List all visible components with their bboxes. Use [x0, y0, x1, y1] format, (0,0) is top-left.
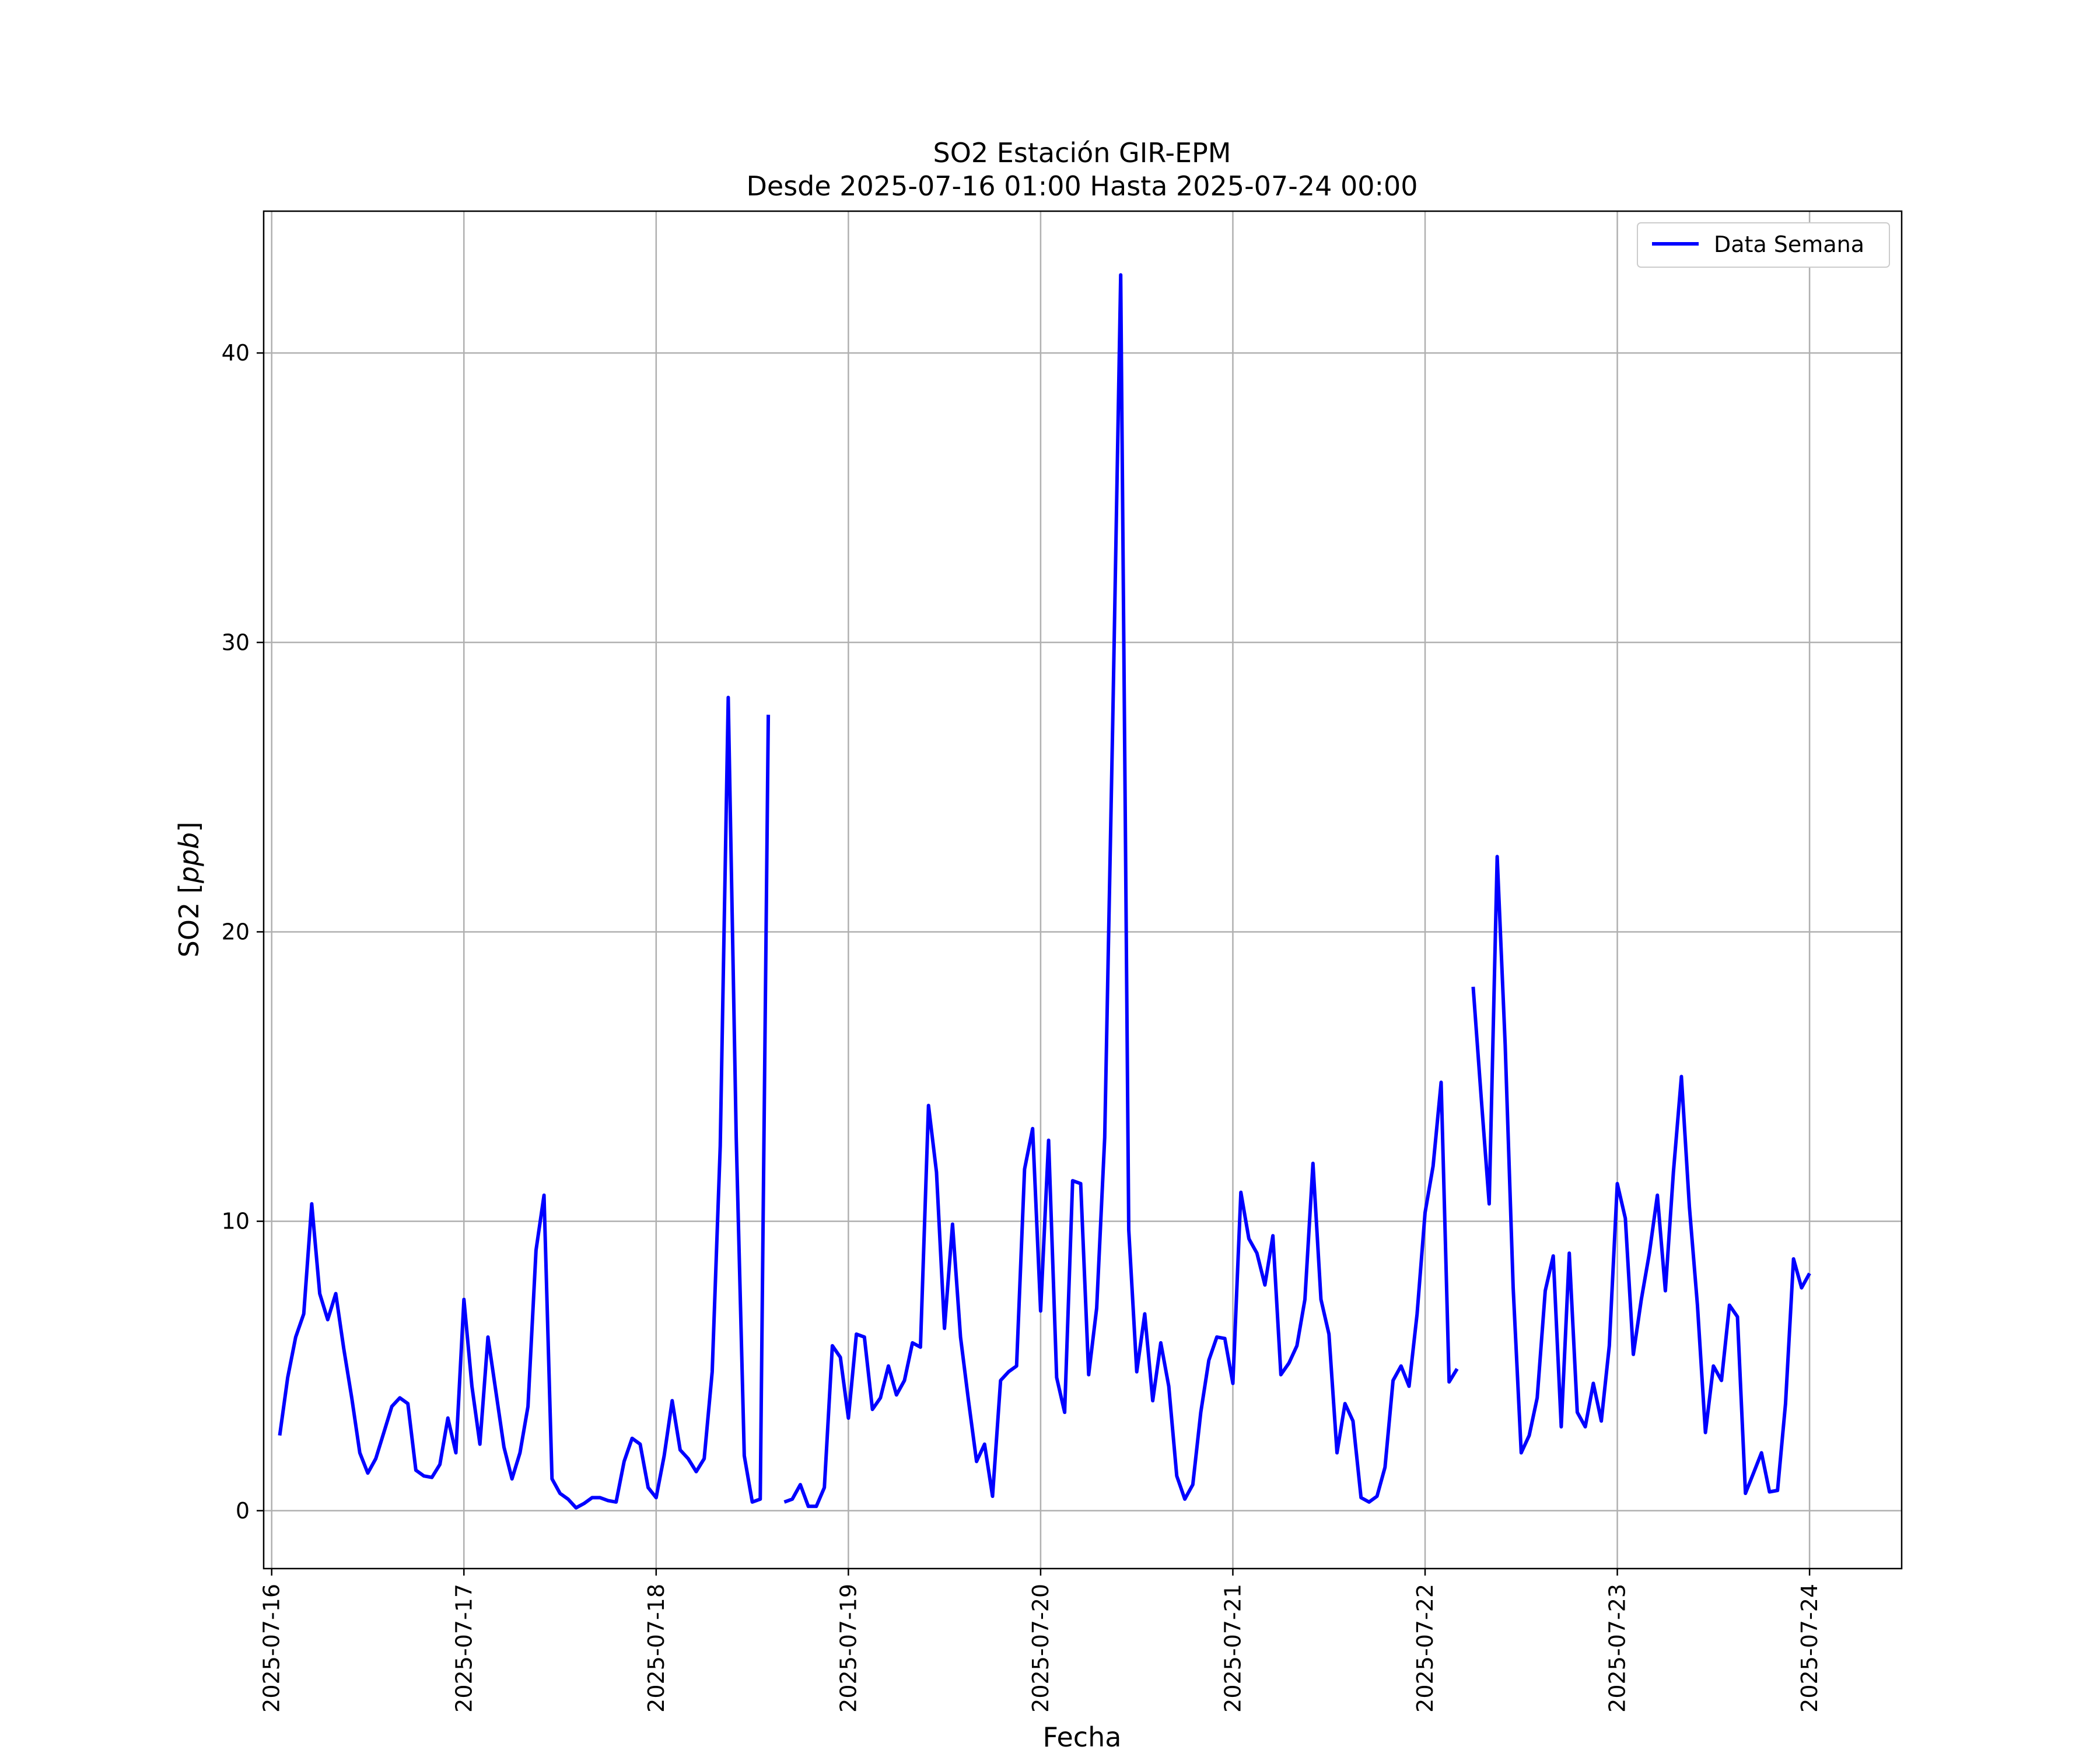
series-line-data-semana: [783, 273, 1459, 1508]
y-tick-label: 10: [222, 1209, 250, 1234]
x-tick-label: 2025-07-21: [1220, 1584, 1245, 1713]
y-axis-label-unit: ppb: [173, 832, 205, 884]
x-tick-label: 2025-07-18: [643, 1584, 669, 1713]
x-tick-label: 2025-07-20: [1028, 1584, 1054, 1713]
y-axis-label-prefix: SO2 [: [173, 883, 205, 957]
chart-subtitle: Desde 2025-07-16 01:00 Hasta 2025-07-24 …: [746, 170, 1418, 202]
x-ticks: 2025-07-16 2025-07-17 2025-07-18 2025-07-19…: [259, 1569, 1822, 1713]
x-tick-label: 2025-07-16: [259, 1584, 285, 1713]
x-tick-label: 2025-07-24: [1797, 1584, 1822, 1713]
y-tick-label: 40: [222, 340, 250, 366]
series-layer: [278, 273, 1811, 1510]
x-grid: [271, 211, 1811, 1569]
chart-title: SO2 Estación GIR-EPM: [933, 137, 1231, 169]
x-tick-label: 2025-07-22: [1412, 1584, 1438, 1713]
legend-entry-data-semana: Data Semana: [1714, 232, 1864, 257]
legend-box: [1637, 222, 1890, 268]
x-axis-label: Fecha: [1043, 1721, 1122, 1750]
x-tick-label: 2025-07-23: [1605, 1584, 1630, 1713]
y-axis-label: SO2 [ppb]: [173, 822, 205, 958]
x-tick-label: 2025-07-17: [451, 1584, 477, 1713]
y-axis-label-suffix: ]: [173, 822, 205, 832]
series-line-data-semana: [1471, 855, 1811, 1495]
y-tick-label: 30: [222, 629, 250, 655]
x-tick-label: 2025-07-19: [835, 1584, 861, 1713]
y-ticks: 0 10 20 30 40: [222, 340, 264, 1524]
legend: Data Semana: [1637, 222, 1890, 268]
plot-frame: [262, 210, 1903, 1570]
y-tick-label: 20: [222, 919, 250, 944]
y-tick-label: 0: [236, 1498, 250, 1524]
series-line-data-semana: [278, 695, 771, 1510]
